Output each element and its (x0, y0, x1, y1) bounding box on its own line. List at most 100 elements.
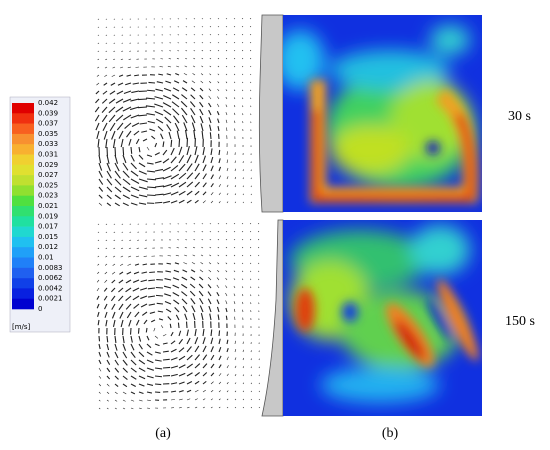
vector (154, 160, 162, 164)
vector (202, 191, 207, 196)
vector (242, 406, 245, 409)
vector (170, 173, 180, 180)
vector (98, 351, 102, 357)
vector (249, 25, 252, 28)
vector (96, 130, 100, 140)
vector (130, 194, 139, 199)
vector (175, 72, 180, 76)
vector (217, 96, 220, 100)
vector (122, 375, 128, 380)
legend-label: 0.0083 (38, 264, 63, 272)
vector (242, 201, 244, 204)
vector (201, 57, 204, 60)
vector (217, 246, 220, 249)
vector (138, 146, 141, 153)
vector (225, 262, 228, 265)
vector (111, 311, 116, 319)
vector (98, 335, 101, 342)
vector (185, 50, 188, 52)
vector (133, 130, 140, 136)
vector (98, 399, 101, 402)
vector (233, 26, 236, 28)
vector (114, 343, 118, 351)
vector (210, 156, 214, 164)
vector (182, 305, 188, 313)
vector (225, 292, 228, 297)
vector (97, 311, 100, 317)
legend-swatch (12, 298, 34, 310)
vector (209, 26, 212, 28)
legend-swatch (12, 144, 34, 155)
vector (157, 310, 164, 313)
vector (258, 286, 260, 289)
vector (225, 73, 228, 76)
vector (241, 73, 244, 76)
vector (241, 238, 244, 241)
vector (96, 82, 100, 86)
vector (202, 406, 205, 409)
vector (112, 319, 116, 327)
vector (258, 374, 260, 377)
vector (103, 295, 108, 301)
vector (178, 330, 182, 337)
vector (162, 342, 168, 345)
vector (202, 328, 205, 337)
vector (193, 246, 196, 249)
legend-swatch (12, 154, 34, 166)
vector (138, 367, 146, 372)
vector (182, 269, 188, 273)
vector (173, 269, 180, 273)
vector (250, 73, 252, 76)
vector (208, 109, 212, 116)
vector (234, 168, 236, 172)
vector (217, 126, 220, 132)
vector (250, 97, 252, 100)
vector (225, 65, 228, 68)
vector (147, 295, 156, 298)
vector (164, 278, 172, 281)
vector (178, 398, 183, 401)
legend-swatch (12, 267, 34, 279)
vector (114, 399, 118, 402)
vector (194, 398, 198, 401)
vector (159, 66, 164, 68)
vector (250, 193, 252, 196)
vector (210, 381, 214, 385)
vector (172, 87, 180, 92)
vector (106, 391, 110, 394)
vector (225, 89, 228, 92)
vector (104, 279, 108, 283)
vector (106, 162, 111, 172)
legend-swatch (12, 236, 34, 248)
vector (101, 98, 108, 104)
vector (241, 41, 244, 44)
vector (218, 149, 221, 156)
vector (106, 375, 111, 380)
vector (118, 279, 124, 284)
vector (191, 80, 196, 84)
vector (190, 87, 196, 92)
legend-label: 0.0021 (38, 295, 63, 303)
vector (166, 262, 172, 265)
vector (122, 194, 130, 200)
vector (249, 33, 252, 36)
vector (242, 97, 244, 100)
vector (186, 199, 192, 204)
vector (226, 348, 229, 353)
vector (225, 112, 228, 116)
vector (167, 255, 172, 257)
legend-swatch (12, 113, 34, 124)
vector (106, 367, 111, 373)
vector (199, 108, 204, 116)
vector (104, 74, 108, 77)
vector (140, 287, 148, 291)
vector (97, 239, 100, 241)
vector (146, 367, 154, 371)
vector (250, 270, 252, 273)
vector (225, 81, 228, 84)
vector (111, 279, 116, 284)
vector (154, 201, 163, 204)
vector (137, 327, 140, 334)
vector (114, 162, 120, 172)
vector (124, 122, 132, 129)
